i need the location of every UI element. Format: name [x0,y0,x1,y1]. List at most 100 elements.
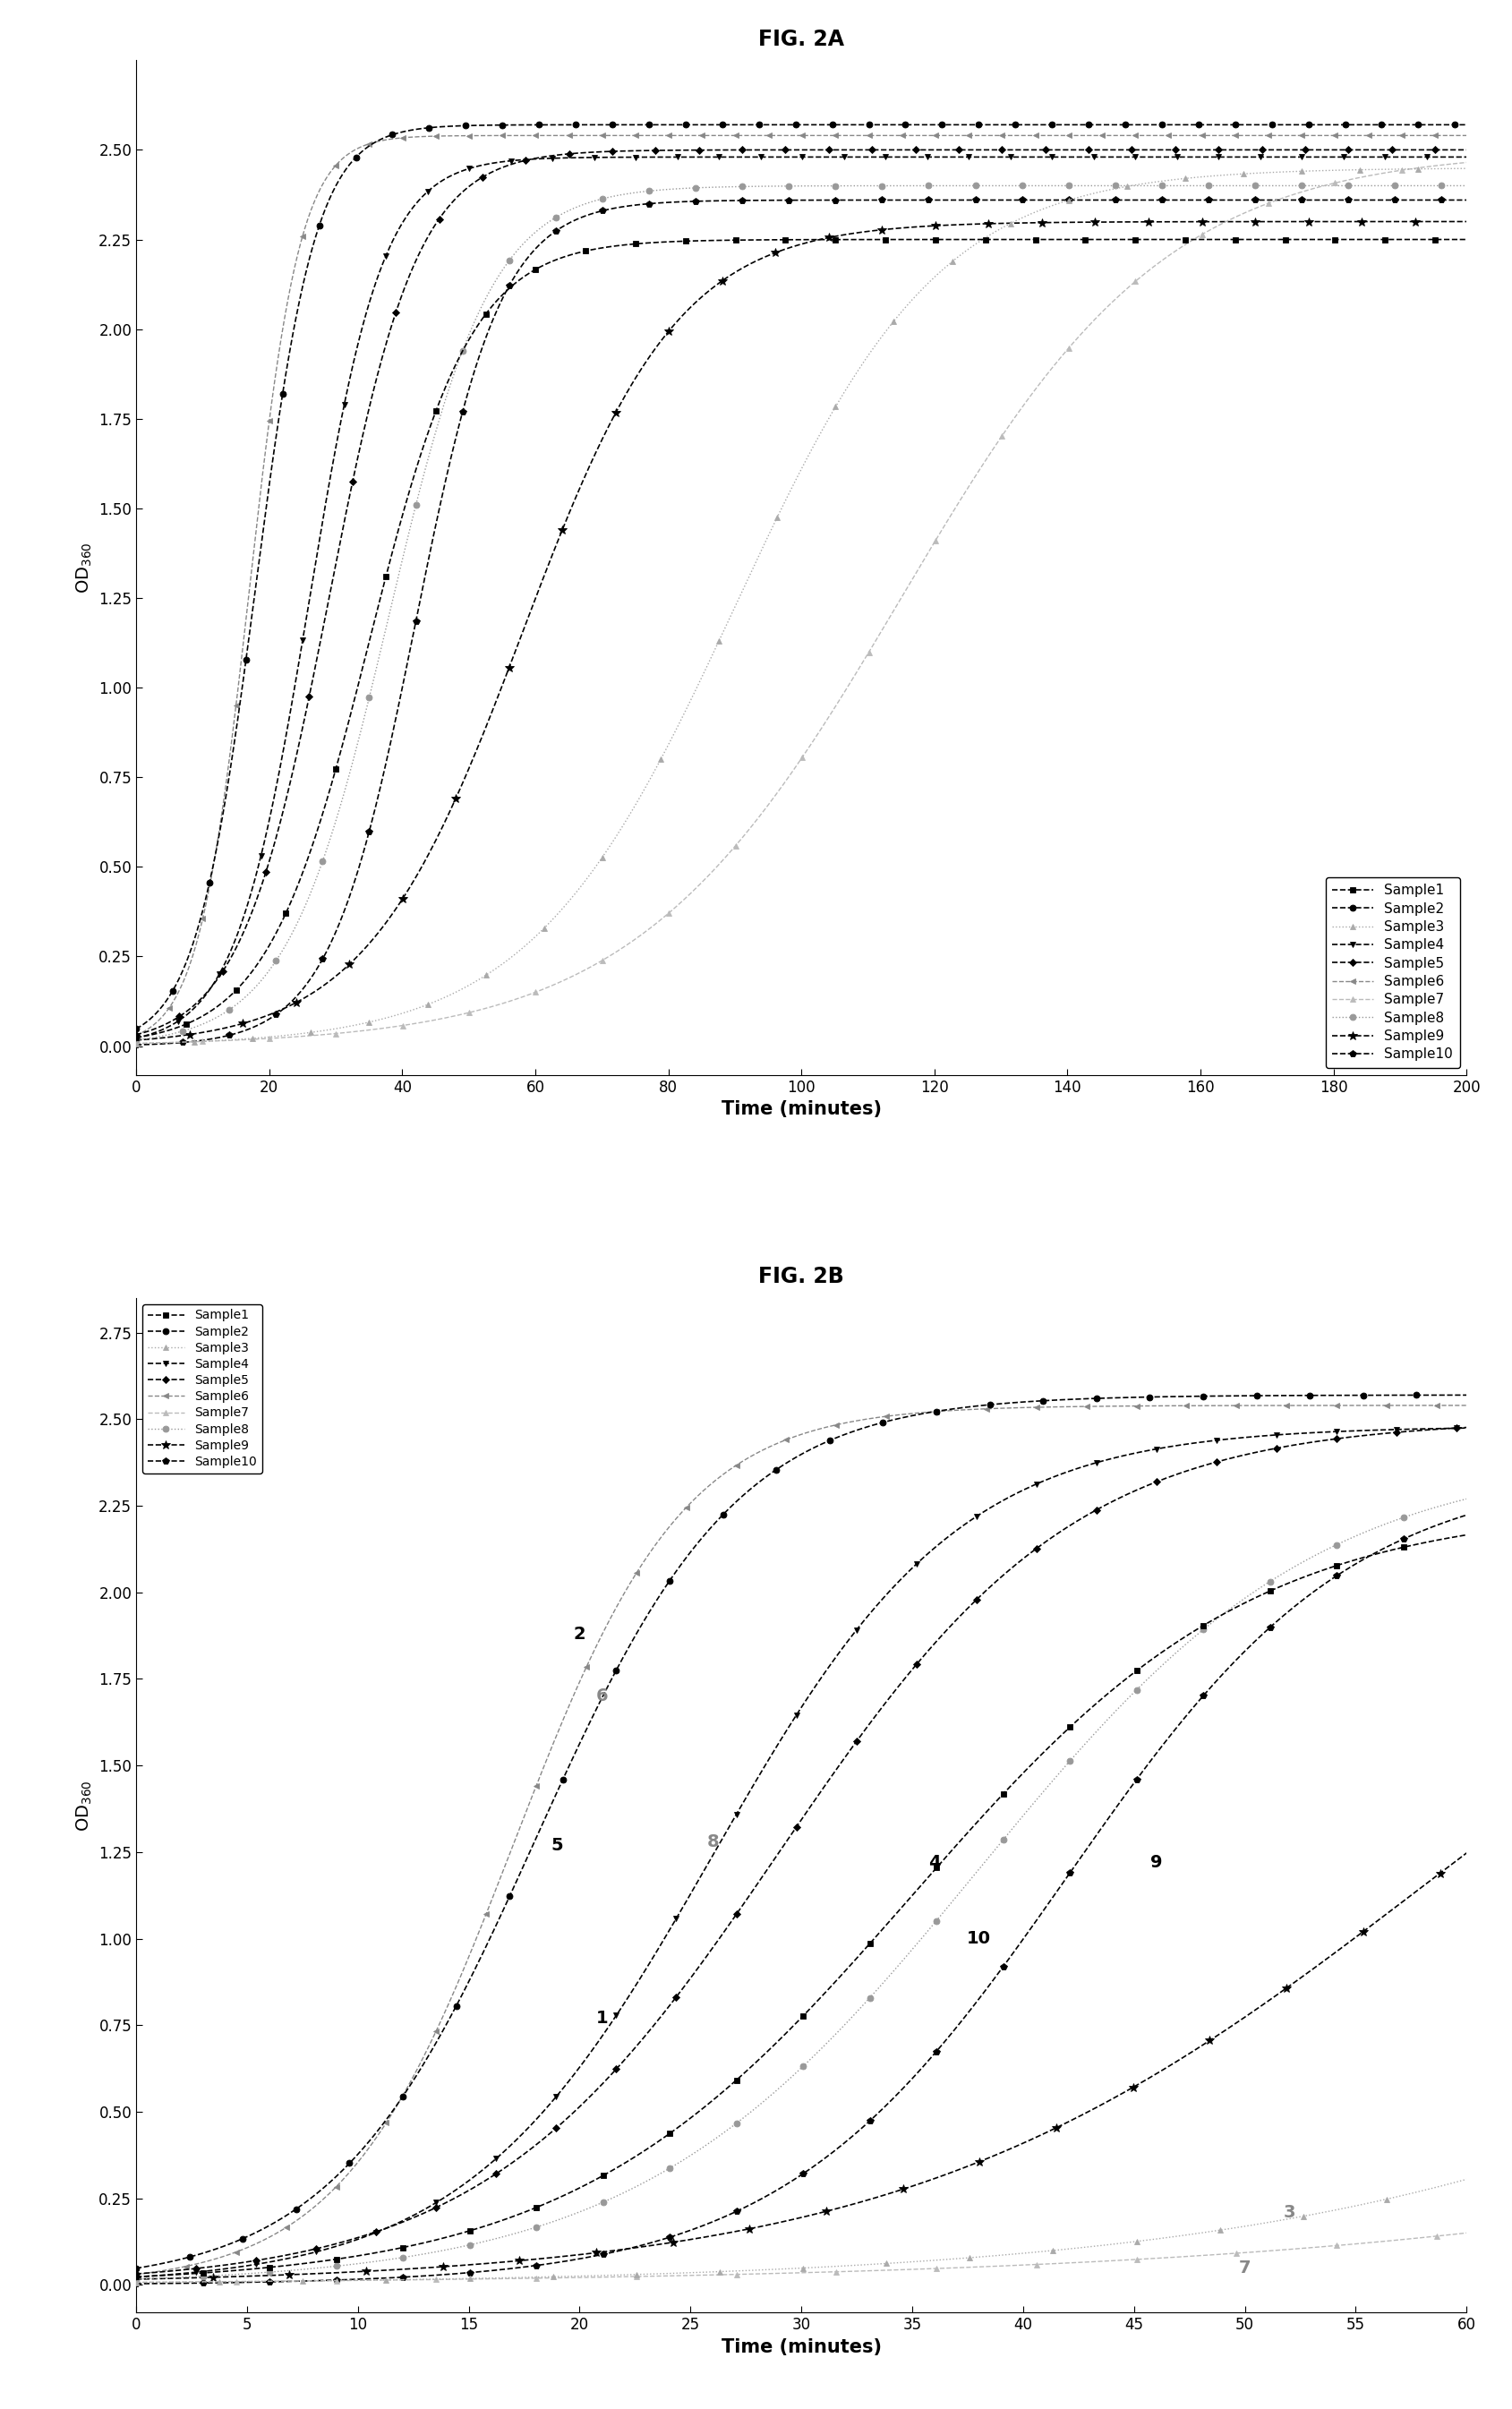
Sample2 [287,2195,305,2224]
Sample3 [1087,2231,1105,2260]
Line: Sample2: Sample2 [133,120,1470,1031]
Sample5 [127,2260,145,2289]
Sample6 [653,1520,671,1549]
Sample7 [934,513,953,542]
Sample6 [127,2260,145,2289]
Line: Sample10: Sample10 [133,195,1470,1048]
Sample6 [287,2207,305,2236]
Sample1 [127,2262,145,2291]
Sample7 [127,1029,145,1058]
Sample9 [1136,207,1154,236]
Sample1 [1458,224,1476,253]
Sample1 [209,993,227,1021]
Sample2 [1458,111,1476,140]
Sample10 [287,2267,305,2296]
Sample6 [1095,1392,1113,1421]
Sample2 [965,1392,983,1421]
Sample7 [1458,147,1476,176]
Sample7 [561,2262,579,2291]
Sample1 [975,224,993,253]
Sample2 [1359,111,1377,140]
Line: Sample4: Sample4 [133,1426,1470,2281]
Sample5 [127,1021,145,1050]
Sample4 [127,2262,145,2291]
Line: Sample7: Sample7 [133,2231,1470,2286]
Sample10 [1087,1821,1105,1850]
Sample2 [934,111,953,140]
Sample3 [1136,169,1154,198]
Sample1 [934,224,953,253]
Sample4 [1273,142,1291,171]
Sample4 [561,2065,579,2093]
Sample4 [287,2243,305,2272]
Sample3 [975,224,993,253]
Sample3 [1273,157,1291,185]
Sample10 [1095,1812,1113,1840]
Sample10 [209,1024,227,1053]
Sample5 [975,135,993,164]
Sample7 [965,2252,983,2281]
Sample5 [561,2101,579,2130]
Sample10 [965,1992,983,2021]
Sample1 [1136,224,1154,253]
Sample9 [934,212,953,241]
Text: 1: 1 [596,2009,608,2026]
Sample1 [1458,1520,1476,1549]
Sample5 [1458,135,1476,164]
Sample9 [1458,1838,1476,1867]
Sample5 [1087,1496,1105,1525]
Sample9 [1095,2089,1113,2118]
Sample3 [1095,2231,1113,2260]
Sample8 [1458,1484,1476,1513]
Sample3 [209,1026,227,1055]
Sample8 [209,1002,227,1031]
Y-axis label: OD$_{360}$: OD$_{360}$ [74,1780,94,1831]
Sample5 [934,135,953,164]
Legend: Sample1, Sample2, Sample3, Sample4, Sample5, Sample6, Sample7, Sample8, Sample9,: Sample1, Sample2, Sample3, Sample4, Samp… [1326,877,1459,1067]
Sample3 [1458,2166,1476,2195]
Title: FIG. 2B: FIG. 2B [759,1267,844,1286]
Line: Sample3: Sample3 [133,166,1470,1048]
Text: 9: 9 [1151,1855,1163,1872]
Line: Sample8: Sample8 [133,183,1470,1043]
Sample8 [287,2255,305,2284]
Sample4 [653,1927,671,1956]
Sample6 [127,1021,145,1050]
Sample4 [1095,1445,1113,1474]
Sample3 [934,255,953,284]
Sample10 [934,185,953,214]
Sample1 [1087,1689,1105,1718]
Text: 3: 3 [1284,2204,1296,2221]
Sample2 [127,1014,145,1043]
Sample9 [965,2149,983,2178]
Sample9 [975,210,993,238]
Sample7 [1273,183,1291,212]
Text: 8: 8 [706,1833,718,1850]
Sample4 [1458,142,1476,171]
Line: Sample3: Sample3 [133,2175,1470,2286]
Line: Sample10: Sample10 [133,1510,1470,2289]
Sample4 [975,142,993,171]
Text: 2: 2 [573,1626,585,1643]
Sample8 [1136,171,1154,200]
Sample8 [127,1026,145,1055]
Sample2 [127,2255,145,2284]
Sample2 [1136,111,1154,140]
Sample1 [561,2178,579,2207]
Sample9 [127,1026,145,1055]
Text: 5: 5 [552,1836,564,1853]
Sample6 [1458,1390,1476,1419]
Sample6 [1087,1392,1105,1421]
Sample5 [653,1999,671,2028]
Legend: Sample1, Sample2, Sample3, Sample4, Sample5, Sample6, Sample7, Sample8, Sample9,: Sample1, Sample2, Sample3, Sample4, Samp… [142,1303,262,1472]
Sample7 [900,571,918,600]
Sample9 [209,1014,227,1043]
Sample8 [653,2158,671,2187]
Sample7 [209,1026,227,1055]
Sample7 [1136,258,1154,287]
Sample3 [561,2262,579,2291]
Line: Sample2: Sample2 [133,1392,1470,2272]
Sample7 [975,448,993,477]
Sample8 [934,171,953,200]
X-axis label: Time (minutes): Time (minutes) [721,1101,881,1118]
